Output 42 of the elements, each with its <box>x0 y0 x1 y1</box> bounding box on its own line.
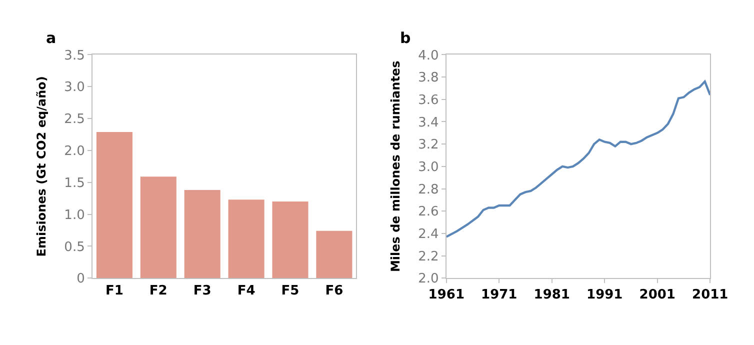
y-axis-title: Miles de millones de rumiantes <box>388 60 402 272</box>
y-tick-label: 0 <box>76 272 85 287</box>
bar <box>228 200 264 278</box>
y-tick-label: 3.6 <box>418 92 439 108</box>
y-tick-label: 3.8 <box>418 70 439 86</box>
bar <box>140 176 176 278</box>
x-tick-label: 1971 <box>481 288 518 303</box>
x-tick-label: 1961 <box>428 288 464 303</box>
y-tick-label: 2.4 <box>418 226 439 242</box>
y-tick-label: 0.5 <box>64 240 85 255</box>
y-tick-label: 3.0 <box>418 160 439 175</box>
x-tick-label: 2001 <box>639 288 676 303</box>
y-tick-label: 3.0 <box>64 80 85 96</box>
x-tick-label: 1991 <box>586 288 623 303</box>
bar <box>96 132 132 278</box>
y-axis-title: Emisiones (Gt CO2 eq/año) <box>34 76 48 257</box>
x-tick-label: F1 <box>105 284 124 299</box>
y-tick-label: 1.0 <box>64 208 85 223</box>
x-tick-label: F2 <box>149 284 168 299</box>
x-tick-label: F4 <box>237 284 256 299</box>
line-series <box>446 80 710 238</box>
bar <box>316 230 352 278</box>
chart-title: b <box>400 29 411 47</box>
y-tick-label: 2.0 <box>418 272 439 287</box>
y-tick-label: 2.2 <box>418 249 439 264</box>
y-tick-label: 2.0 <box>64 144 85 159</box>
bar <box>272 202 308 278</box>
x-tick-label: F5 <box>281 284 300 299</box>
y-tick-label: 1.5 <box>64 176 85 191</box>
y-tick-label: 4.0 <box>418 48 439 64</box>
y-tick-label: 3.5 <box>64 48 85 64</box>
x-tick-label: 1981 <box>534 288 570 303</box>
x-tick-label: 2011 <box>692 288 728 303</box>
bar <box>184 190 220 278</box>
y-tick-label: 2.5 <box>64 112 85 128</box>
y-tick-label: 2.8 <box>418 182 439 198</box>
chart-title: a <box>46 29 56 47</box>
y-tick-label: 3.2 <box>418 138 439 153</box>
x-tick-label: F3 <box>193 284 212 299</box>
x-tick-label: F6 <box>325 284 344 299</box>
y-tick-label: 3.4 <box>418 115 439 130</box>
y-tick-label: 2.6 <box>418 204 439 220</box>
